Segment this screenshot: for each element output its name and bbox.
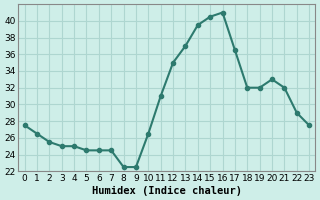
X-axis label: Humidex (Indice chaleur): Humidex (Indice chaleur) [92,186,242,196]
